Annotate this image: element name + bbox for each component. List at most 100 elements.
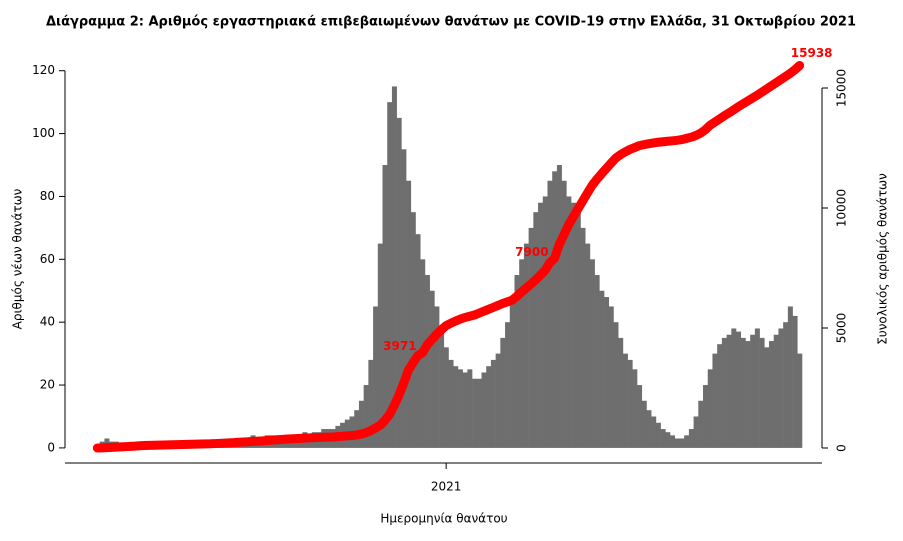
bar [764,347,770,448]
bar [486,366,492,448]
bar [627,359,633,448]
bar [500,337,506,448]
bar [580,227,586,448]
bar [354,410,360,448]
chart-title: Διάγραμμα 2: Αριθμός εργαστηριακά επιβεβ… [46,15,856,30]
bar [674,438,680,448]
bar [698,400,704,448]
y2-tick-label: 5000 [835,313,849,344]
bar [589,259,595,448]
bar [787,306,793,448]
bar [670,435,676,448]
y-tick-label: 100 [32,126,55,140]
bar [707,369,713,448]
y-axis-title: Αριθμός νέων θανάτων [11,188,25,329]
line-value-label: 7900 [515,245,548,259]
bar [703,385,709,448]
bar [660,429,666,448]
bar [585,243,591,448]
bar [599,290,605,448]
bar [528,227,534,448]
bar [382,165,388,448]
bar [561,180,567,448]
bar [542,196,548,448]
bar [533,212,539,448]
bar [476,378,482,448]
bar [731,328,737,448]
bar [490,359,496,448]
bar [792,315,798,448]
bar [646,410,652,448]
bar [773,334,779,448]
bar [750,334,756,448]
bar [641,400,647,448]
bar [401,149,407,448]
bar [571,202,577,448]
bar [495,353,501,448]
bar [377,243,383,448]
bar [613,322,619,448]
bar [547,180,553,448]
bar [797,353,803,448]
y2-axis-title: Συνολικός αριθμός θανάτων [876,173,890,345]
bar [391,86,397,448]
bar [453,366,459,448]
bar [745,341,751,448]
bar [552,171,558,448]
bar [712,353,718,448]
bar [651,416,657,448]
bar [509,297,515,448]
x-axis-title: Ημερομηνία θανάτου [380,512,507,526]
bar [429,290,435,448]
bar [424,275,430,448]
bar [783,322,789,448]
bar [481,372,487,448]
x-tick-label: 2021 [431,480,462,494]
bar [406,180,412,448]
bar [769,341,775,448]
bar [618,337,624,448]
cumulative-line [92,60,805,453]
bar [363,385,369,448]
bar [655,422,661,448]
bar [754,328,760,448]
bar [632,369,638,448]
bar [448,359,454,448]
y2-tick-label: 15000 [835,69,849,107]
bar [688,429,694,448]
bar [396,117,402,448]
bar [665,432,671,448]
bar [457,369,463,448]
bar [594,275,600,448]
bar [467,369,473,448]
bar [693,416,699,448]
line-value-label: 15938 [791,46,833,60]
bar [410,212,416,448]
bar [292,438,298,448]
bar [434,306,440,448]
bar [519,259,525,448]
bar [462,372,468,448]
bar [566,196,572,448]
bar [368,359,374,448]
bar [439,328,445,448]
bar [604,297,610,448]
bar [523,243,529,448]
y-tick-label: 40 [40,315,55,329]
y2-tick-label: 0 [835,444,849,452]
bar [740,337,746,448]
bar [514,275,520,448]
bar [721,337,727,448]
bar [684,435,690,448]
bar [538,202,544,448]
bar [679,438,685,448]
y2-tick-label: 10000 [835,189,849,227]
bar [556,165,562,448]
line-value-label: 3971 [383,339,416,353]
bar [637,385,643,448]
bar [575,212,581,448]
bar [505,322,511,448]
y-tick-label: 80 [40,189,55,203]
